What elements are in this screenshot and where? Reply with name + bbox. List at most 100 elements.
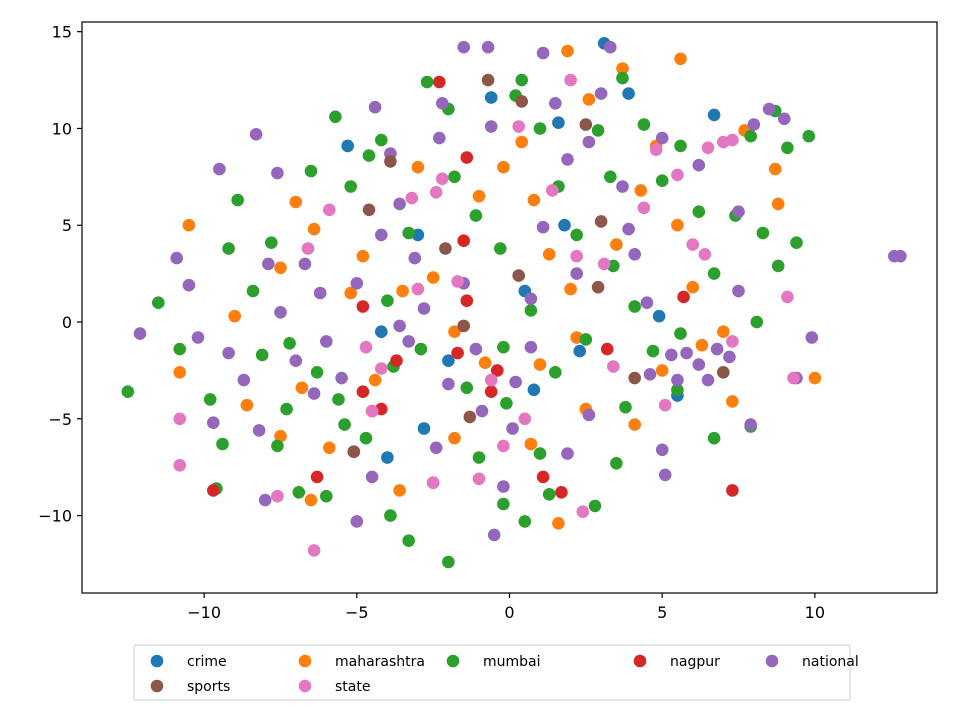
point-crime-4 (622, 87, 635, 100)
point-nagpur-18 (726, 484, 739, 497)
point-national-11 (320, 335, 333, 348)
legend-marker-maharashtra (298, 654, 312, 668)
point-mumbai-16 (362, 149, 376, 162)
point-national-14 (365, 470, 379, 484)
point-maharashtra-18 (610, 238, 623, 251)
point-mumbai-71 (579, 333, 593, 346)
point-national-81 (271, 166, 284, 180)
point-state-3 (307, 544, 321, 557)
point-maharashtra-7 (323, 441, 336, 455)
point-crime-9 (375, 325, 388, 339)
point-maharashtra-24 (771, 197, 785, 211)
point-state-25 (701, 141, 715, 155)
point-national-63 (732, 205, 745, 218)
point-national-79 (249, 128, 263, 141)
point-national-61 (894, 249, 907, 263)
x-axis: −10 −5 0 5 10 (187, 593, 825, 622)
point-mumbai-33 (655, 174, 669, 187)
point-national-32 (524, 292, 538, 306)
point-mumbai-26 (533, 122, 547, 135)
point-mumbai-59 (384, 509, 397, 522)
point-national-9 (289, 354, 303, 368)
point-national-15 (368, 100, 382, 114)
point-maharashtra-35 (533, 358, 547, 371)
legend-label-national: national (802, 654, 859, 670)
point-state-19 (607, 360, 620, 373)
point-national-44 (643, 368, 657, 381)
point-national-64 (692, 158, 706, 172)
point-sports-1 (384, 155, 397, 168)
point-state-29 (781, 290, 794, 304)
point-national-7 (258, 493, 272, 507)
y-tick-label: 10 (52, 119, 72, 138)
point-national-56 (762, 102, 776, 116)
point-national-36 (561, 153, 574, 166)
point-maharashtra-34 (448, 325, 461, 339)
point-nagpur-16 (600, 342, 614, 356)
point-national-19 (429, 441, 443, 455)
point-mumbai-49 (619, 400, 632, 414)
point-national-20 (442, 377, 455, 391)
point-crime-0 (341, 139, 355, 153)
point-maharashtra-26 (561, 44, 574, 58)
point-mumbai-55 (472, 451, 486, 464)
point-state-18 (597, 257, 611, 271)
point-mumbai-39 (756, 226, 770, 240)
point-maharashtra-45 (396, 284, 409, 298)
point-maharashtra-27 (616, 62, 629, 75)
point-national-77 (298, 257, 312, 271)
point-mumbai-28 (570, 228, 583, 242)
point-national-46 (658, 468, 672, 482)
y-tick-label: 0 (62, 313, 72, 332)
point-crime-14 (573, 344, 586, 358)
point-mumbai-32 (637, 118, 651, 131)
point-mumbai-41 (781, 141, 794, 155)
point-mumbai-18 (402, 226, 416, 240)
point-crime-11 (417, 422, 431, 435)
point-mumbai-47 (671, 383, 684, 397)
point-mumbai-54 (497, 497, 510, 511)
point-national-31 (524, 340, 538, 354)
point-national-55 (747, 118, 761, 131)
point-state-32 (426, 476, 440, 490)
legend-label-nagpur: nagpur (670, 654, 720, 670)
point-nagpur-11 (451, 346, 464, 360)
point-maharashtra-46 (356, 249, 370, 263)
point-maharashtra-43 (478, 356, 492, 370)
point-state-34 (484, 373, 498, 387)
point-maharashtra-1 (228, 309, 241, 323)
point-state-24 (698, 248, 712, 261)
point-mumbai-56 (442, 555, 455, 569)
point-mumbai-15 (344, 180, 358, 193)
point-mumbai-44 (750, 315, 764, 329)
point-mumbai-66 (414, 342, 428, 356)
point-nagpur-3 (356, 385, 370, 399)
point-mumbai-50 (610, 457, 623, 470)
point-mumbai-3 (203, 393, 217, 406)
point-state-33 (518, 412, 532, 426)
point-crime-15 (442, 354, 455, 368)
point-maharashtra-28 (674, 52, 687, 66)
x-tick-label: −10 (187, 603, 221, 622)
point-mumbai-7 (222, 242, 235, 255)
point-maharashtra-0 (182, 218, 196, 232)
point-nagpur-7 (433, 75, 446, 89)
point-mumbai-68 (497, 340, 510, 354)
point-sports-7 (591, 280, 605, 294)
point-sports-8 (512, 269, 525, 282)
point-nagpur-14 (536, 470, 550, 484)
point-mumbai-52 (542, 488, 556, 501)
point-nagpur-13 (491, 364, 504, 377)
point-crime-16 (527, 383, 541, 397)
point-state-37 (564, 73, 577, 87)
point-maharashtra-40 (717, 325, 730, 339)
point-nagpur-0 (207, 484, 220, 497)
point-maharashtra-25 (808, 371, 822, 385)
plot-frame (81, 21, 938, 594)
point-national-3 (207, 416, 220, 430)
point-national-57 (778, 112, 791, 126)
point-nagpur-17 (677, 290, 690, 304)
point-mumbai-13 (320, 489, 333, 503)
point-mumbai-53 (518, 515, 532, 528)
point-state-23 (686, 238, 699, 251)
